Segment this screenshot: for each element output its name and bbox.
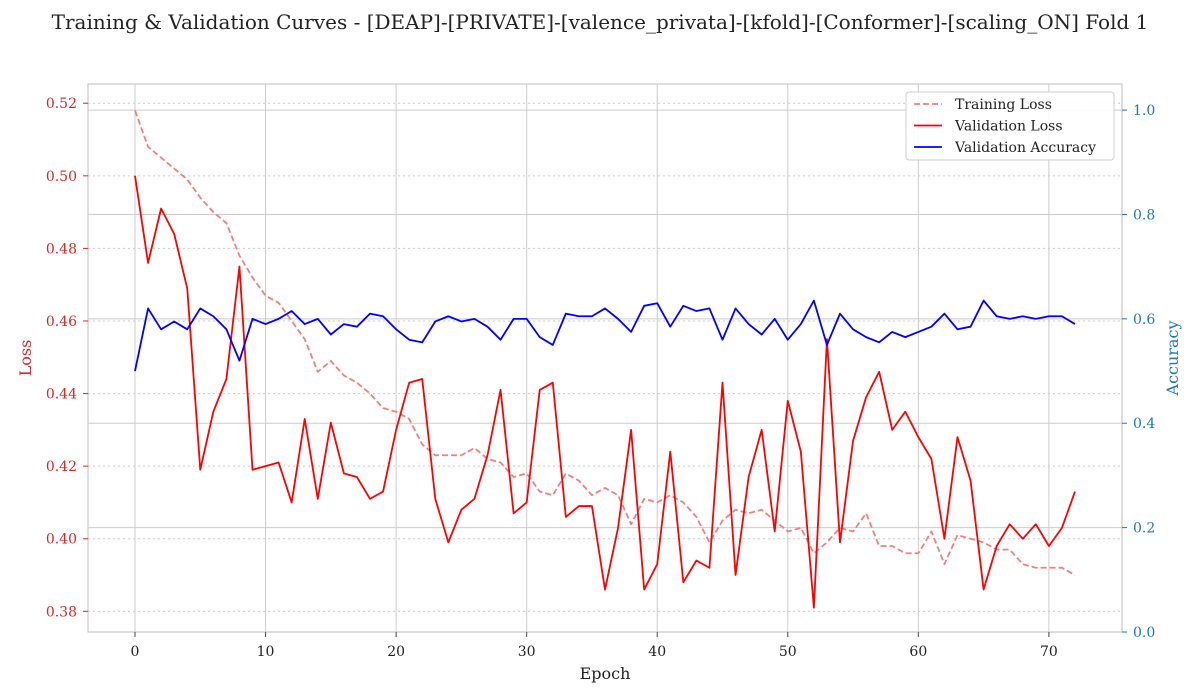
y2-tick-label: 0.0 <box>1133 625 1155 641</box>
y2-axis-title: Accuracy <box>1163 321 1182 397</box>
y-tick-label: 0.40 <box>46 532 77 548</box>
x-tick-label: 0 <box>131 644 140 660</box>
plot-frame <box>87 83 1123 633</box>
y-tick-label: 0.44 <box>46 387 77 403</box>
x-tick-label: 50 <box>779 644 797 660</box>
legend-label: Training Loss <box>955 97 1052 113</box>
y2-tick-label: 1.0 <box>1133 103 1155 119</box>
chart-title: Training & Validation Curves - [DEAP]-[P… <box>52 10 1149 34</box>
series-layer <box>134 110 1076 609</box>
legend: Training Loss Validation Loss Validation A… <box>905 91 1115 161</box>
y-tick-label: 0.52 <box>46 96 77 112</box>
axis-layer: 0 10 20 30 40 50 60 70 0.38 0.40 0.42 0.44 0.46 0.48 0… <box>46 96 1156 660</box>
series-line-training-loss <box>134 110 1076 576</box>
y2-tick-label: 0.4 <box>1133 416 1155 432</box>
x-tick-label: 20 <box>387 644 405 660</box>
legend-label: Validation Accuracy <box>954 140 1096 156</box>
y-axis-title: Loss <box>16 340 35 377</box>
legend-box <box>905 91 1115 161</box>
y-tick-label: 0.46 <box>46 314 77 330</box>
series-line-validation-loss <box>134 175 1076 609</box>
y-tick-label: 0.42 <box>46 459 77 475</box>
x-tick-label: 10 <box>257 644 275 660</box>
y2-tick-label: 0.2 <box>1133 521 1155 537</box>
y2-tick-label: 0.6 <box>1133 312 1155 328</box>
y-tick-label: 0.38 <box>46 604 77 620</box>
x-axis-title: Epoch <box>580 664 631 683</box>
x-tick-label: 40 <box>648 644 666 660</box>
legend-label: Validation Loss <box>954 119 1063 135</box>
y-tick-label: 0.50 <box>46 169 77 185</box>
y2-tick-label: 0.8 <box>1133 207 1155 223</box>
grid-layer <box>88 84 1122 633</box>
x-tick-label: 70 <box>1040 644 1058 660</box>
series-line-validation-accuracy <box>134 299 1076 372</box>
y-tick-label: 0.48 <box>46 241 77 257</box>
x-tick-label: 30 <box>518 644 536 660</box>
x-tick-label: 60 <box>909 644 927 660</box>
